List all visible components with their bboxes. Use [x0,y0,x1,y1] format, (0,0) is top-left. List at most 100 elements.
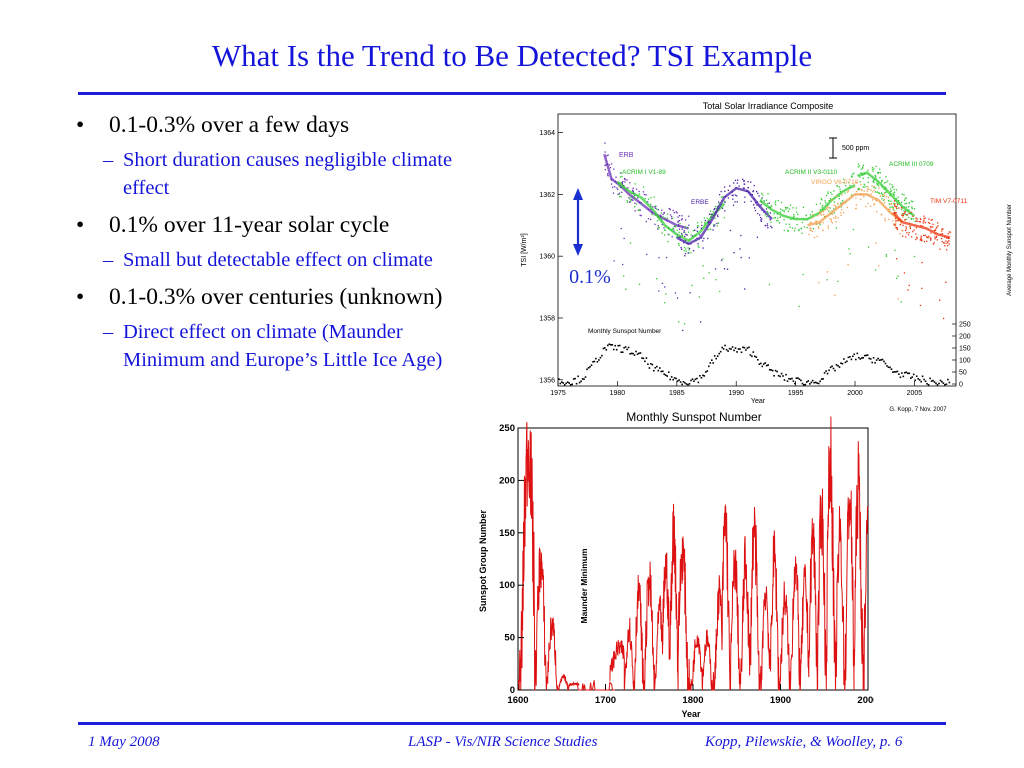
tsi-data-point [948,240,950,242]
sunspot-point [705,371,707,373]
tsi-data-point [850,176,853,178]
sub-bullet-item: – Small but detectable effect on climate [76,246,483,274]
sunspot-point [733,349,735,352]
tsi-data-point [679,236,681,238]
tsi-data-point [894,205,896,207]
tsi-data-point [683,250,685,252]
tsi-data-point [684,253,687,255]
tsi-data-point [613,260,615,262]
tsi-data-point [931,219,933,221]
tsi-data-point [894,204,896,206]
tsi-data-point [894,212,896,214]
tsi-data-point [928,235,930,237]
sunspot-point [944,384,946,386]
tsi-data-point [698,246,700,249]
sunspot-point [611,344,614,346]
tsi-data-point [868,188,870,191]
tsi-data-point [703,217,705,219]
tsi-data-point [674,292,677,294]
tsi-data-point [893,200,896,202]
tsi-data-point [801,232,803,234]
tsi-data-point [634,206,636,208]
tsi-data-point [833,190,835,192]
tsi-data-point [828,210,830,212]
tsi-data-point [658,226,661,229]
sunspot-point [794,382,796,385]
tsi-data-point [911,207,913,210]
sunspot-point [647,363,649,365]
sunspot-point [691,378,694,380]
tsi-data-point [923,240,926,243]
tsi-data-point [930,238,932,240]
tsi-data-point [857,166,859,168]
y-tick-label: 50 [504,633,515,644]
tsi-data-point [841,194,843,196]
tsi-data-point [716,214,719,216]
axes: 1975 1980 1985 1990 1995 2000 2005135613581360… [539,130,970,397]
tsi-data-point [932,223,934,225]
tsi-data-point [858,188,861,190]
sunspot-point [685,383,688,385]
tsi-data-point [761,197,763,199]
sunspot-point [721,346,723,349]
sunspot-point [630,352,633,355]
sunspot-point [703,375,706,377]
tsi-data-point [724,190,726,192]
sunspot-point [638,352,640,355]
tsi-data-point [647,218,650,220]
tsi-data-point [815,203,818,206]
tsi-data-point [817,226,819,228]
sunspot-point [859,358,862,360]
sunspot-point [838,366,841,368]
tsi-data-point [795,207,797,209]
sunspot-point [817,382,820,385]
tsi-data-point [824,200,826,202]
tsi-data-point [838,195,840,197]
tsi-data-point [905,226,907,228]
tsi-data-point [837,217,839,219]
dash-marker: – [103,249,114,271]
tsi-data-point [831,213,834,215]
tsi-data-point [671,236,673,238]
tsi-data-point [910,200,912,202]
sunspot-point [700,377,703,379]
tsi-data-point [766,223,769,225]
tsi-data-point [766,225,769,227]
sunspot-point [901,372,903,374]
tsi-data-point [895,277,898,279]
tsi-data-point [714,224,716,226]
sunspot-point [761,365,764,368]
tsi-data-point [948,231,951,233]
sunspot-point [578,381,581,384]
sunspot-point [599,356,602,359]
sunspot-point [884,362,887,365]
series-0 [603,142,690,294]
tsi-data-point [660,212,662,214]
tsi-data-point [887,199,890,202]
tsi-data-point [933,242,935,244]
sunspot-point [770,369,772,371]
tsi-data-point [929,222,931,224]
tsi-data-point [667,240,669,243]
sunspot-point [889,366,891,369]
title-divider [78,92,946,95]
tsi-data-point [777,199,779,202]
sunspot-point [898,373,900,375]
tsi-data-point [871,166,874,169]
tsi-data-point [681,233,683,235]
sunspot-point [856,352,859,355]
tsi-data-point [947,233,949,235]
tsi-data-point [733,182,735,184]
tsi-data-point [882,193,884,196]
sunspot-point [718,352,720,355]
sunspot-point [580,380,582,383]
tsi-data-point [609,167,612,169]
tsi-data-point [870,193,872,195]
tsi-data-point [884,191,886,194]
tsi-data-point [785,223,787,225]
x-axis-label: Year [751,398,766,405]
tsi-data-point [683,242,685,244]
tsi-data-point [819,213,822,215]
tsi-data-point [873,186,875,189]
sunspot-history-chart: Monthly Sunspot Number 1600 1700 1800 1900 2… [478,410,874,719]
